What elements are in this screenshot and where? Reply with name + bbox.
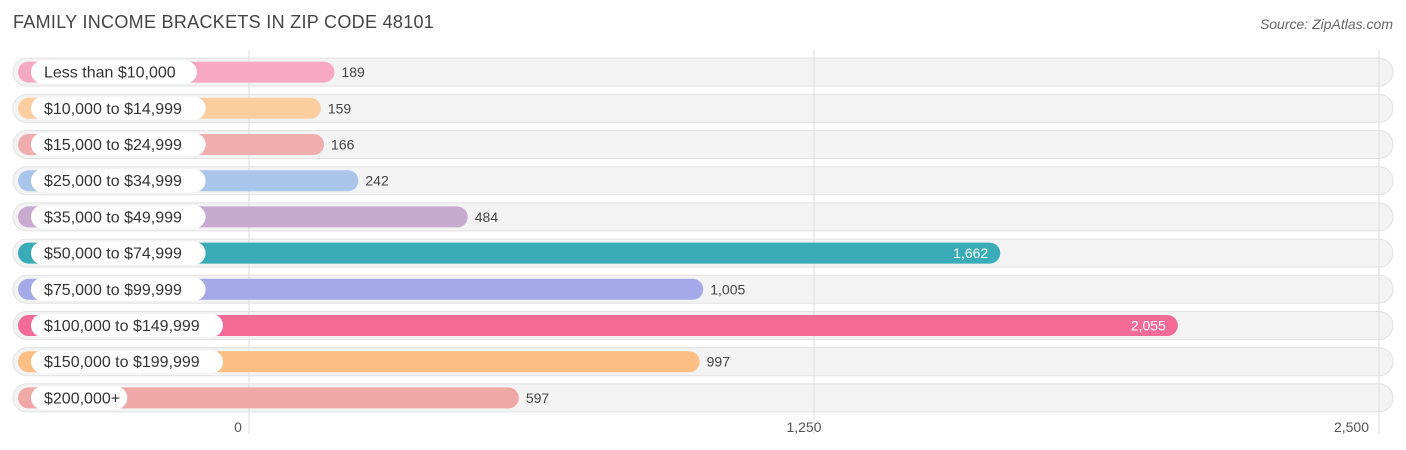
value-label: 997 [707, 354, 731, 370]
value-label: 2,055 [1131, 318, 1166, 334]
category-label: $50,000 to $74,999 [44, 246, 182, 263]
value-label: 597 [526, 390, 550, 406]
bar [18, 387, 519, 409]
row-track [12, 93, 1394, 123]
value-label: 166 [331, 137, 355, 153]
category-label: $25,000 to $34,999 [44, 173, 182, 190]
category-pill [31, 96, 206, 120]
tick-label: 2,500 [1334, 419, 1369, 435]
category-pill [31, 169, 206, 193]
bar [18, 242, 1001, 264]
row-track [12, 130, 1394, 159]
category-pill [31, 241, 206, 265]
tick-label: 0 [234, 419, 242, 435]
category-pill [31, 314, 223, 337]
category-label: Less than $10,000 [44, 65, 176, 82]
tick-label: 1,250 [786, 419, 821, 435]
category-pill [31, 350, 223, 374]
category-pill [31, 133, 206, 156]
value-label: 159 [328, 100, 352, 116]
category-label: $200,000+ [44, 390, 120, 407]
chart-title: FAMILY INCOME BRACKETS IN ZIP CODE 48101 [13, 12, 435, 32]
value-label: 1,005 [710, 281, 745, 297]
category-label: $150,000 to $199,999 [44, 354, 200, 371]
value-label: 1,662 [953, 245, 988, 261]
category-label: $35,000 to $49,999 [44, 209, 182, 226]
category-label: $75,000 to $99,999 [44, 282, 182, 299]
category-pill [31, 277, 206, 301]
category-label: $15,000 to $24,999 [44, 137, 182, 154]
value-label: 484 [475, 209, 499, 225]
category-pill [31, 386, 128, 410]
source-credit: Source: ZipAtlas.com [1259, 16, 1393, 32]
row-track [12, 166, 1394, 196]
value-label: 189 [341, 64, 365, 80]
category-label: $10,000 to $14,999 [44, 101, 182, 118]
bar [18, 315, 1178, 336]
category-pill [31, 60, 197, 84]
value-label: 242 [365, 173, 389, 189]
row-track [12, 57, 1394, 87]
category-pill [31, 205, 206, 229]
category-label: $100,000 to $149,999 [44, 318, 200, 335]
